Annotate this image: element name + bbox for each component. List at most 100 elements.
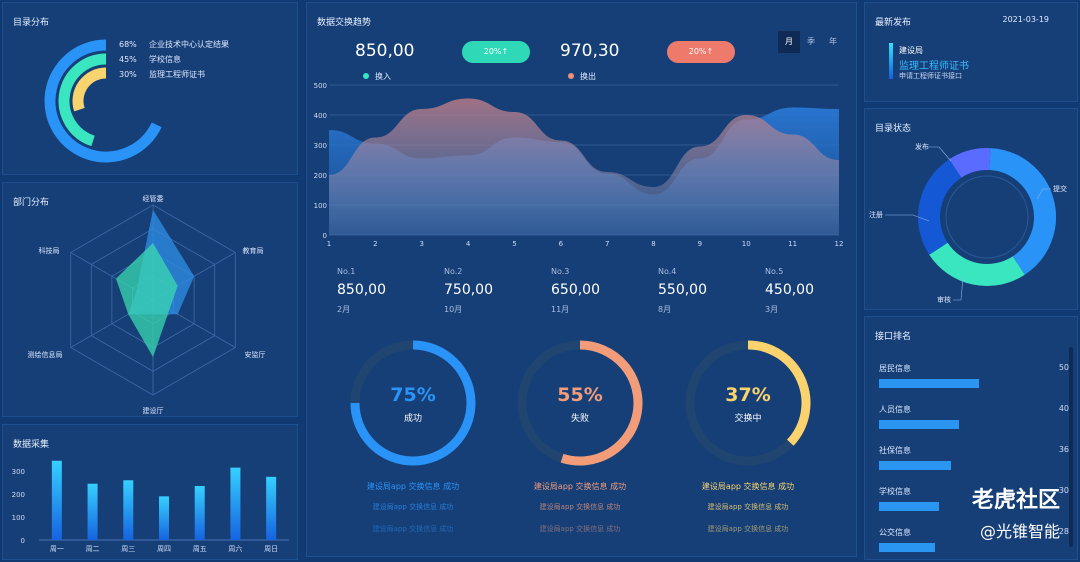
latest-date: 2021-03-19 [1002, 15, 1050, 24]
interface-row: 学校信息 30 [879, 486, 1069, 511]
x-tick-label: 9 [698, 240, 702, 248]
gauges: 75% 成功 55% 失败 37% 交换中 [350, 340, 811, 466]
y-tick-label: 100 [12, 514, 25, 522]
x-tick-label: 10 [742, 240, 751, 248]
scrollbar[interactable] [1069, 347, 1073, 547]
feed-failed: 建设局app 交换信息 成功 建设局app 交换信息 成功 建设局app 交换信… [510, 481, 650, 534]
latest-name[interactable]: 监理工程师证书 [899, 61, 969, 72]
feed-success: 建设局app 交换信息 成功 建设局app 交换信息 成功 建设局app 交换信… [343, 481, 483, 534]
y-tick-label: 100 [314, 202, 327, 210]
feed-line: 建设局app 交换信息 成功 [539, 503, 621, 511]
latest-desc: 申请工程师证书接口 [899, 72, 962, 80]
bar [266, 476, 277, 540]
interfaces-title: 接口排名 [875, 332, 912, 342]
rank-item: No.4 550,00 8月 [658, 267, 707, 314]
catalog-panel: 目录分布 68% 企业技术中心认定结果 45% 学校信息 30% 监理工程师证书 [2, 2, 298, 175]
watermark-title: 老虎社区 [971, 488, 1060, 513]
donut-slice [929, 242, 1025, 286]
donut-label: 发布 [915, 142, 929, 151]
period-month[interactable]: 月 [778, 31, 800, 53]
in-total: 850,00 [355, 41, 415, 61]
latest-accent [889, 43, 893, 79]
ring-arc [44, 39, 162, 163]
bar [123, 480, 134, 540]
x-tick-label: 8 [651, 240, 655, 248]
interface-bar [879, 502, 939, 511]
out-badge: 20%↑ [667, 41, 735, 63]
interface-count: 30 [1058, 486, 1069, 495]
interface-bar [879, 420, 959, 429]
donut-slice [988, 148, 1056, 275]
donut-slice [949, 148, 991, 178]
x-tick-label: 周三 [121, 545, 135, 553]
status-title: 目录状态 [875, 124, 912, 134]
radar-axis-label: 建设厅 [143, 406, 164, 415]
status-panel: 目录状态 发布 提交 审核 注册 [864, 108, 1078, 310]
gauge-label: 失败 [571, 412, 589, 424]
bar [230, 467, 241, 540]
trend-panel: 数据交换趋势 850,00 20%↑ 换入 970,30 20%↑ 换出 月 季… [306, 2, 857, 557]
catalog-title: 目录分布 [13, 18, 50, 28]
feed-line: 建设局app 交换信息 成功 [707, 525, 789, 533]
catalog-rings [44, 39, 162, 163]
rank-item: No.2 750,00 10月 [444, 267, 493, 314]
x-tick-label: 周五 [193, 545, 207, 553]
department-panel: 部门分布 经管委 教育局 安监厅 建设厅 测绘信息局 科技局 [2, 182, 298, 417]
interface-bar [879, 543, 935, 552]
gauge-arc [560, 340, 643, 466]
rank-item: No.3 650,00 11月 [551, 267, 600, 314]
interface-name: 人员信息 [879, 405, 911, 414]
interface-row: 社保信息 36 [879, 445, 1069, 470]
gauge-percent: 75% [390, 384, 435, 406]
legend-row: 45% 学校信息 [119, 55, 181, 64]
ring-arc [72, 67, 107, 112]
interface-bar [879, 379, 979, 388]
feed-line: 建设局app 交换信息 成功 [533, 482, 627, 491]
period-toggle: 月 季 年 [778, 31, 844, 53]
rank-item: No.1 850,00 2月 [337, 267, 386, 314]
gauge-arc [350, 340, 476, 466]
bar [87, 483, 98, 540]
feed-exchanging: 建设局app 交换信息 成功 建设局app 交换信息 成功 建设局app 交换信… [678, 481, 818, 534]
interface-row: 公交信息 28 [879, 527, 1069, 552]
feed-line: 建设局app 交换信息 成功 [701, 482, 795, 491]
feed-line: 建设局app 交换信息 成功 [372, 503, 454, 511]
watermark-sub: @光锥智能 [979, 522, 1060, 541]
bar [159, 496, 169, 540]
interface-count: 50 [1058, 363, 1069, 372]
feed-line: 建设局app 交换信息 成功 [539, 525, 621, 533]
x-tick-label: 4 [466, 240, 471, 248]
x-tick-label: 11 [788, 240, 797, 248]
x-tick-label: 7 [605, 240, 609, 248]
in-dot [363, 73, 369, 79]
period-quarter[interactable]: 季 [807, 37, 815, 46]
rank-item: No.5 450,00 3月 [765, 267, 814, 314]
y-tick-label: 200 [314, 172, 327, 180]
donut-leader [885, 214, 930, 222]
donut-leader [953, 276, 964, 301]
out-total: 970,30 [560, 41, 620, 61]
interface-count: 28 [1058, 527, 1069, 536]
gauge-arc [747, 340, 811, 446]
x-tick-label: 周四 [157, 545, 171, 553]
y-tick-label: 200 [12, 491, 25, 499]
donut-inner-ring [945, 175, 1029, 259]
gauge-percent: 55% [557, 384, 602, 406]
x-tick-label: 周一 [50, 545, 64, 553]
y-tick-label: 300 [12, 468, 25, 476]
x-tick-label: 5 [512, 240, 516, 248]
in-legend: 换入 [363, 71, 391, 82]
x-tick-label: 周日 [264, 545, 278, 553]
donut-label: 提交 [1053, 184, 1067, 193]
y-tick-label: 500 [314, 82, 327, 90]
latest-panel: 最新发布 2021-03-19 建设局 监理工程师证书 申请工程师证书接口 [864, 2, 1078, 102]
x-tick-label: 6 [559, 240, 564, 248]
radar-axis-label: 教育局 [243, 246, 264, 255]
period-year[interactable]: 年 [829, 37, 837, 46]
feed-line: 建设局app 交换信息 成功 [707, 503, 789, 511]
out-legend: 换出 [568, 71, 596, 82]
y-tick-label: 300 [314, 142, 327, 150]
radar-axis-label: 测绘信息局 [28, 350, 63, 359]
in-badge: 20%↑ [462, 41, 530, 63]
legend-row: 30% 监理工程师证书 [119, 70, 205, 79]
